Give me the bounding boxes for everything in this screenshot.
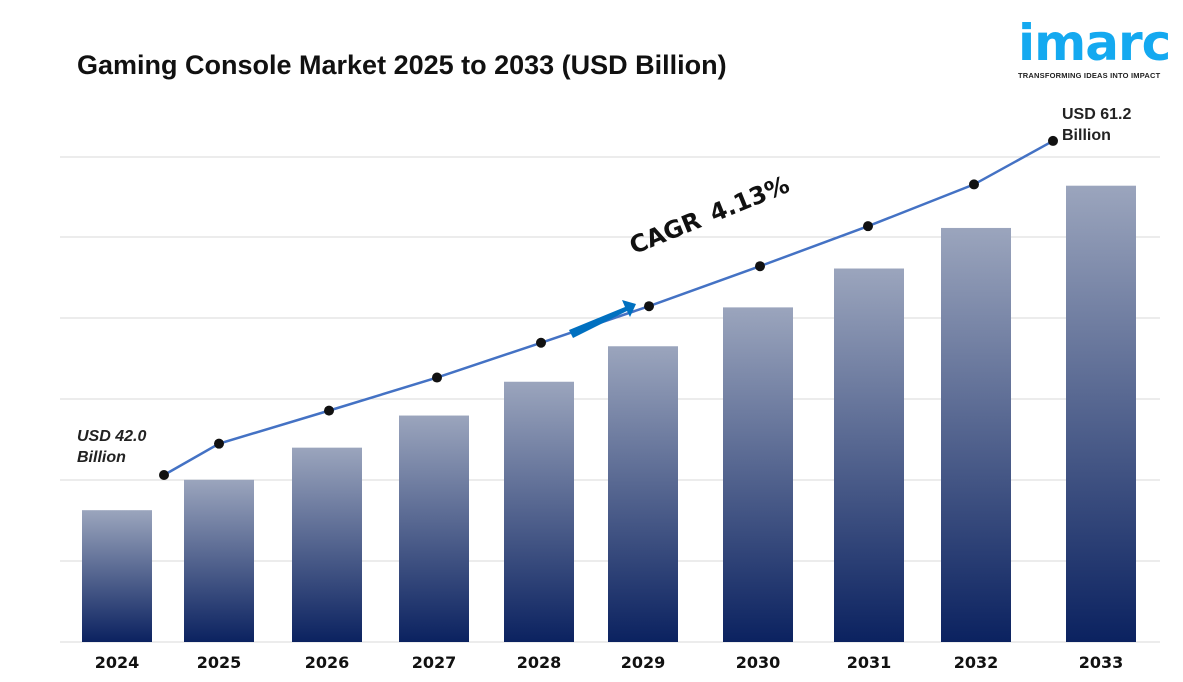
x-tick-label: 2028 (517, 653, 562, 672)
bar-2028 (504, 381, 574, 642)
start-value: USD 42.0 (77, 428, 147, 445)
x-tick-label: 2026 (305, 653, 350, 672)
bar-2030 (723, 307, 793, 642)
trend-marker (1048, 135, 1058, 146)
logo-tagline: TRANSFORMING IDEAS INTO IMPACT (1018, 71, 1161, 80)
x-tick-label: 2024 (95, 653, 140, 672)
bar-2027 (399, 415, 469, 642)
trend-marker (644, 301, 654, 312)
end-unit: Billion (1062, 127, 1111, 144)
bar-2024 (82, 510, 152, 642)
bar-2031 (834, 268, 904, 642)
logo-word: imarc (1018, 14, 1171, 72)
trend-marker (159, 470, 169, 480)
end-value-annotation: USD 61.2 Billion (1062, 104, 1131, 146)
end-value: USD 61.2 (1062, 106, 1132, 123)
trend-marker (432, 372, 442, 383)
x-tick-label: 2029 (621, 653, 666, 672)
imarc-logo: imarc TRANSFORMING IDEAS INTO IMPACT (1018, 14, 1171, 80)
bar-2025 (184, 479, 254, 642)
trend-marker (324, 405, 334, 416)
x-tick-label: 2027 (412, 653, 457, 672)
x-tick-label: 2033 (1079, 653, 1124, 672)
trend-marker (536, 337, 546, 348)
x-tick-label: 2031 (847, 653, 892, 672)
start-unit: Billion (77, 449, 126, 466)
cagr-arrow-icon (569, 300, 636, 338)
bar-2029 (608, 346, 678, 642)
chart-title: Gaming Console Market 2025 to 2033 (USD … (77, 50, 727, 80)
x-tick-label: 2030 (736, 653, 781, 672)
bar-2032 (941, 227, 1011, 642)
x-tick-label: 2025 (197, 653, 242, 672)
trend-marker (755, 261, 765, 272)
trend-marker (214, 438, 224, 449)
trend-marker (969, 179, 979, 190)
bar-2026 (292, 447, 362, 642)
trend-marker (863, 221, 873, 232)
start-value-annotation: USD 42.0 Billion (77, 426, 146, 468)
bar-2033 (1066, 185, 1136, 642)
x-tick-label: 2032 (954, 653, 999, 672)
